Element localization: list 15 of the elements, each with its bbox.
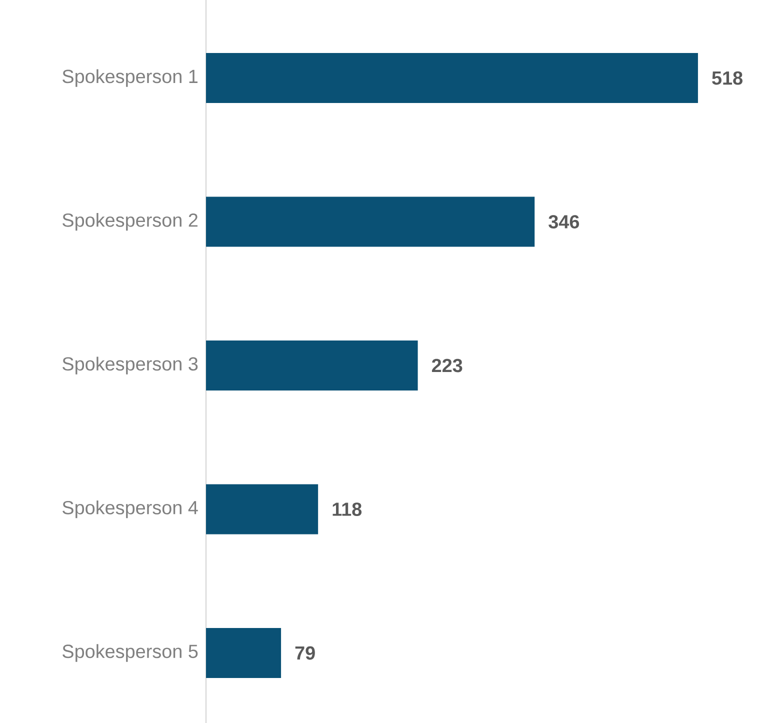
- y-tick-label: Spokesperson 2: [62, 212, 198, 231]
- data-label: 346: [548, 215, 580, 229]
- data-label: 518: [712, 71, 742, 85]
- y-tick-label: Spokesperson 4: [62, 500, 198, 518]
- y-tick-label: Spokesperson 1: [62, 69, 198, 87]
- data-label: 118: [332, 502, 362, 516]
- bar: [206, 628, 282, 678]
- y-tick-label: Spokesperson 5: [62, 644, 198, 662]
- bar: [206, 196, 535, 247]
- data-label: 223: [432, 358, 462, 372]
- y-tick-label: Spokesperson 3: [62, 356, 198, 374]
- bar: [206, 484, 318, 534]
- bar: [206, 340, 418, 391]
- bar: [206, 53, 698, 104]
- data-label: 79: [295, 646, 315, 660]
